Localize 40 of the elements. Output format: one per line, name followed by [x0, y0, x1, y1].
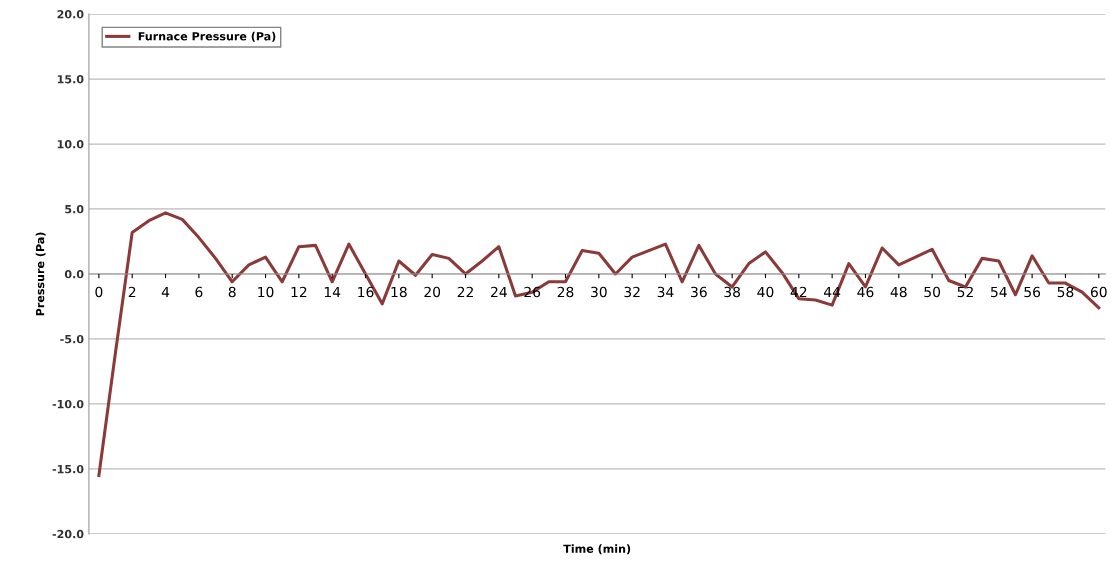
y-tick-label: 0.0: [64, 269, 84, 279]
y-tick-label: -15.0: [52, 464, 84, 474]
x-tick-label: 18: [391, 286, 407, 298]
x-axis-title: Time (min): [563, 544, 631, 555]
x-tick-label: 30: [591, 286, 607, 298]
x-tick-label: 56: [1024, 286, 1041, 298]
x-tick-label: 24: [491, 286, 507, 298]
y-tick-label: 5.0: [65, 204, 84, 214]
x-tick-label: 28: [557, 286, 574, 298]
x-tick-label: 58: [1057, 286, 1074, 298]
x-tick-label: 54: [991, 286, 1007, 298]
x-tick-label: 50: [924, 286, 941, 298]
x-tick-label: 2: [128, 286, 136, 298]
x-tick-label: 36: [691, 286, 707, 298]
x-tick-label: 4: [161, 286, 170, 298]
x-tick-label: 12: [291, 286, 307, 298]
x-tick-label: 8: [228, 286, 236, 298]
x-tick-label: 60: [1090, 286, 1107, 298]
y-tick-label: 15.0: [57, 75, 84, 84]
x-tick-label: 6: [195, 286, 203, 298]
x-tick-label: 14: [324, 286, 341, 298]
x-tick-label: 46: [857, 286, 874, 298]
x-tick-label: 52: [957, 286, 973, 298]
x-tick-label: 0: [95, 286, 103, 298]
x-tick-label: 38: [724, 286, 741, 298]
x-tick-label: 16: [358, 286, 374, 298]
y-tick-label: -5.0: [60, 334, 84, 344]
y-tick-label: 20.0: [57, 10, 84, 19]
x-tick-label: 40: [757, 286, 774, 298]
y-tick-label: -10.0: [52, 399, 84, 409]
x-tick-label: 20: [424, 286, 441, 298]
y-tick-label: -20.0: [52, 529, 84, 539]
x-tick-label: 48: [890, 286, 907, 298]
x-tick-label: 22: [457, 286, 473, 298]
x-tick-label: 10: [258, 286, 274, 298]
x-tick-label: 34: [657, 286, 674, 298]
y-tick-label: 10.0: [57, 139, 84, 149]
x-tick-label: 32: [624, 286, 640, 298]
y-axis-title: Pressure (Pa): [35, 232, 46, 316]
legend-label: Furnace Pressure (Pa): [138, 31, 276, 42]
